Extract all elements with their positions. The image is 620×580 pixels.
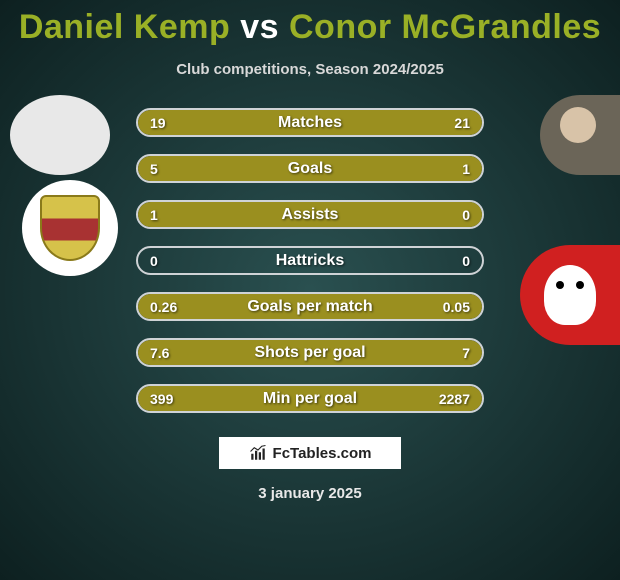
- stat-value-right: 0: [462, 253, 470, 269]
- stat-row: 399Min per goal2287: [136, 384, 484, 413]
- stat-value-right: 21: [454, 115, 470, 131]
- stat-row: 0.26Goals per match0.05: [136, 292, 484, 321]
- stat-row: 0Hattricks0: [136, 246, 484, 275]
- brand-logo: FcTables.com: [219, 437, 401, 469]
- stat-value-right: 0: [462, 207, 470, 223]
- stat-row: 5Goals1: [136, 154, 484, 183]
- club-imp-icon: [544, 265, 596, 325]
- stat-row: 19Matches21: [136, 108, 484, 137]
- generation-date: 3 january 2025: [0, 485, 620, 502]
- stat-label: Goals: [138, 160, 482, 178]
- brand-text: FcTables.com: [273, 445, 372, 462]
- stat-label: Shots per goal: [138, 344, 482, 362]
- player2-club-badge: [520, 245, 620, 345]
- vs-label: vs: [240, 8, 279, 46]
- stat-value-right: 7: [462, 345, 470, 361]
- stat-value-right: 0.05: [443, 299, 470, 315]
- player1-name: Daniel Kemp: [19, 8, 230, 46]
- stat-value-right: 1: [462, 161, 470, 177]
- stat-label: Hattricks: [138, 252, 482, 270]
- chart-icon: [249, 444, 267, 462]
- club-crest-icon: [40, 195, 100, 261]
- page-title: Daniel Kemp vs Conor McGrandles: [0, 0, 620, 47]
- stat-label: Assists: [138, 206, 482, 224]
- stat-label: Goals per match: [138, 298, 482, 316]
- player2-name: Conor McGrandles: [289, 8, 601, 46]
- stat-label: Matches: [138, 114, 482, 132]
- stat-row: 7.6Shots per goal7: [136, 338, 484, 367]
- player2-photo: [540, 95, 620, 175]
- stat-value-right: 2287: [439, 391, 470, 407]
- comparison-chart: 19Matches215Goals11Assists00Hattricks00.…: [136, 108, 484, 413]
- subtitle: Club competitions, Season 2024/2025: [0, 61, 620, 78]
- player1-club-badge: [22, 180, 118, 276]
- stat-row: 1Assists0: [136, 200, 484, 229]
- stat-label: Min per goal: [138, 390, 482, 408]
- player1-photo: [10, 95, 110, 175]
